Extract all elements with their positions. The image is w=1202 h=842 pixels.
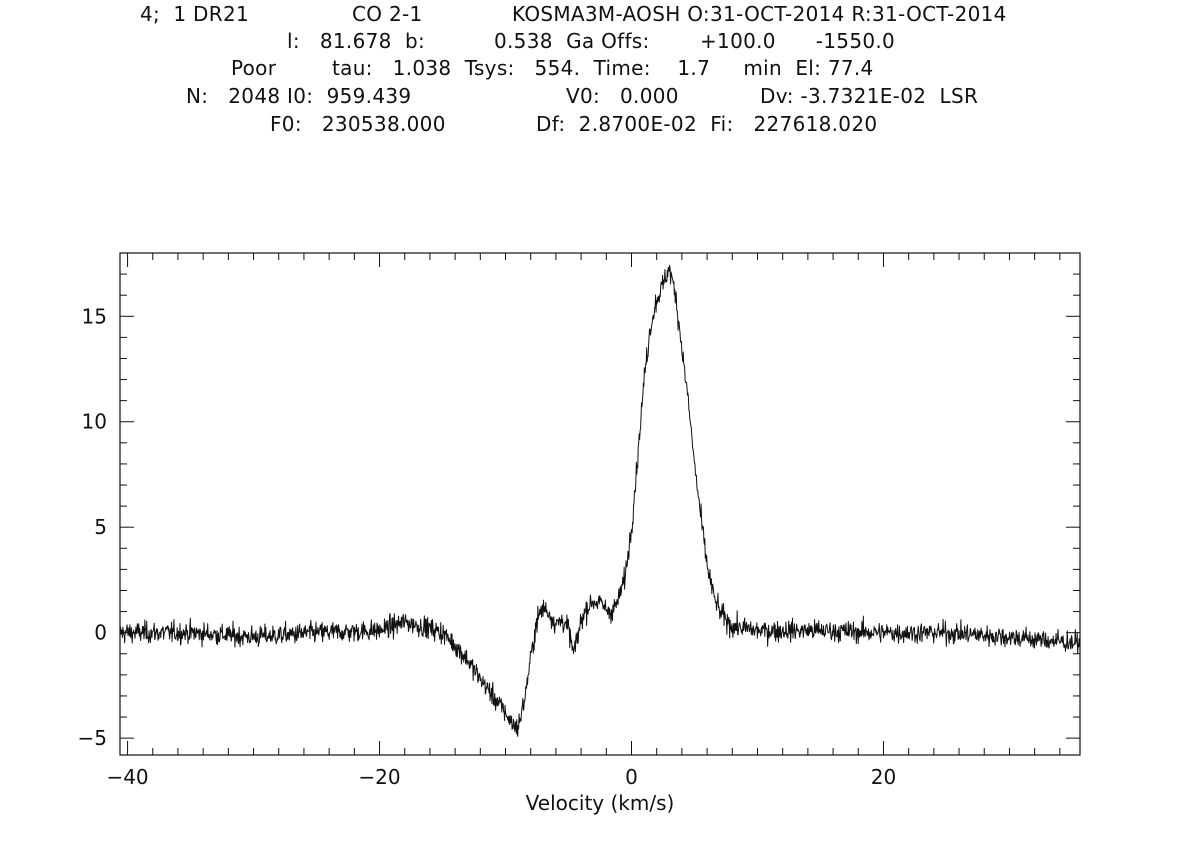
y-tick-label: 5 (94, 515, 107, 539)
header-telescope-dates: KOSMA3M-AOSH O:31-OCT-2014 R:31-OCT-2014 (512, 2, 1007, 26)
x-tick-label: 20 (871, 765, 896, 789)
x-tick-label: −40 (106, 765, 148, 789)
x-tick-label: −20 (358, 765, 400, 789)
header-v0: V0: 0.000 (566, 84, 679, 108)
header-offsets: +100.0 -1550.0 (700, 29, 896, 53)
header-line: CO 2-1 (352, 2, 423, 26)
header-dv: Dv: -3.7321E-02 LSR (760, 84, 979, 108)
y-tick-label: 10 (82, 410, 107, 434)
spectrum-line (119, 264, 1081, 737)
y-tick-label: 15 (82, 304, 107, 328)
header-df-fi: Df: 2.8700E-02 Fi: 227618.020 (536, 112, 878, 136)
y-tick-label: 0 (94, 621, 107, 645)
header-quality: Poor (231, 56, 277, 80)
header-galactic-b: 0.538 Ga Offs: (494, 29, 650, 53)
y-tick-label: −5 (78, 726, 107, 750)
x-tick-label: 0 (625, 765, 638, 789)
x-axis-label: Velocity (km/s) (526, 791, 675, 815)
header-f0: F0: 230538.000 (270, 112, 446, 136)
plot-frame (119, 252, 1081, 756)
header-scan: 4; 1 DR21 (140, 2, 250, 26)
header-galactic-l: l: 81.678 b: (287, 29, 425, 53)
header-n-i0: N: 2048 I0: 959.439 (186, 84, 412, 108)
header-tau-tsys: tau: 1.038 Tsys: 554. Time: 1.7 min El: … (332, 56, 874, 80)
